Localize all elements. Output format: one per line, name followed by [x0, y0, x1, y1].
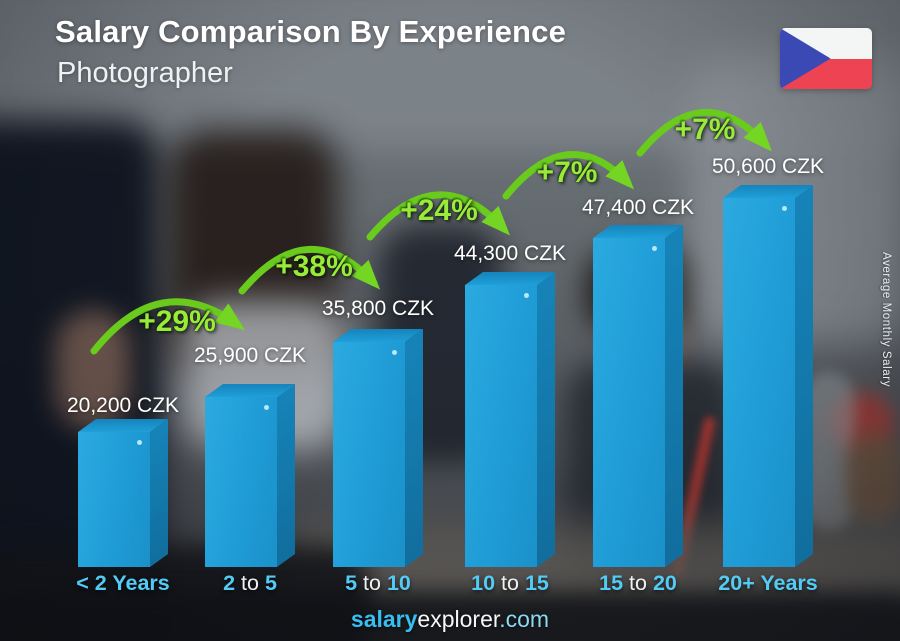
category-label: 2 to 5 [223, 571, 277, 596]
bar-side-face [405, 329, 423, 567]
bar-side-face [277, 384, 295, 567]
category-label-accent: 2 [223, 571, 236, 595]
bg-bottom-strip [0, 592, 900, 641]
czech-flag-icon [780, 28, 872, 89]
bar-front-face [78, 432, 150, 567]
bar-front-face [205, 397, 277, 567]
bar [593, 225, 684, 567]
percent-increase-label: +38% [275, 250, 353, 283]
bar-side-face [150, 419, 168, 567]
category-label-accent: < 2 Years [76, 571, 170, 595]
percent-increase-label: +7% [536, 156, 598, 189]
bar-front-face [593, 238, 665, 567]
bar-highlight-dot [524, 293, 529, 298]
value-label: 44,300 CZK [453, 242, 567, 265]
value-label: 47,400 CZK [581, 196, 695, 219]
job-title: Photographer [57, 57, 233, 89]
value-label: 35,800 CZK [321, 297, 435, 320]
right-axis-label: Average Monthly Salary [880, 252, 892, 388]
bar [205, 384, 296, 567]
percent-increase-label: +24% [400, 194, 478, 227]
value-label: 50,600 CZK [711, 155, 825, 178]
category-label-accent: 15 [524, 571, 549, 595]
page-title: Salary Comparison By Experience [55, 14, 567, 49]
value-label: 20,200 CZK [66, 394, 180, 417]
bg-wood-box [845, 432, 900, 524]
bar [465, 272, 556, 567]
category-label-accent: 20+ Years [718, 571, 818, 595]
bar-highlight-dot [137, 440, 142, 445]
category-label-accent: 15 [599, 571, 624, 595]
site-logo-salary: salary [350, 606, 418, 632]
bar-front-face [723, 198, 795, 567]
category-label-accent: 5 [345, 571, 358, 595]
category-label-plain: to [235, 571, 265, 595]
category-label-accent: 10 [471, 571, 496, 595]
bar-front-face [465, 285, 537, 567]
percent-increase-label: +29% [138, 305, 216, 338]
category-label: 20+ Years [718, 571, 817, 596]
bar-highlight-dot [264, 405, 269, 410]
site-logo: salaryexplorer.com [351, 606, 549, 633]
bar [723, 185, 814, 567]
category-label-accent: 10 [386, 571, 411, 595]
bar [333, 329, 424, 567]
category-label: 5 to 10 [345, 571, 411, 596]
category-label-accent: 5 [264, 571, 277, 595]
bar-side-face [665, 225, 683, 567]
bar-highlight-dot [392, 350, 397, 355]
site-logo-explorer: explorer [417, 606, 500, 632]
bar-highlight-dot [652, 246, 657, 251]
bar-side-face [537, 272, 555, 567]
bar-highlight-dot [782, 206, 787, 211]
site-logo-domain: .com [499, 606, 550, 632]
percent-increase-label: +7% [674, 113, 736, 146]
category-label: 15 to 20 [599, 571, 677, 596]
bar-side-face [795, 185, 813, 567]
category-label: < 2 Years [76, 571, 169, 596]
bar [78, 419, 169, 567]
category-label-plain: to [623, 571, 653, 595]
bar-front-face [333, 342, 405, 567]
value-label: 25,900 CZK [193, 344, 307, 367]
category-label: 10 to 15 [471, 571, 549, 596]
category-label-accent: 20 [652, 571, 677, 595]
category-label-plain: to [357, 571, 387, 595]
category-label-plain: to [495, 571, 525, 595]
